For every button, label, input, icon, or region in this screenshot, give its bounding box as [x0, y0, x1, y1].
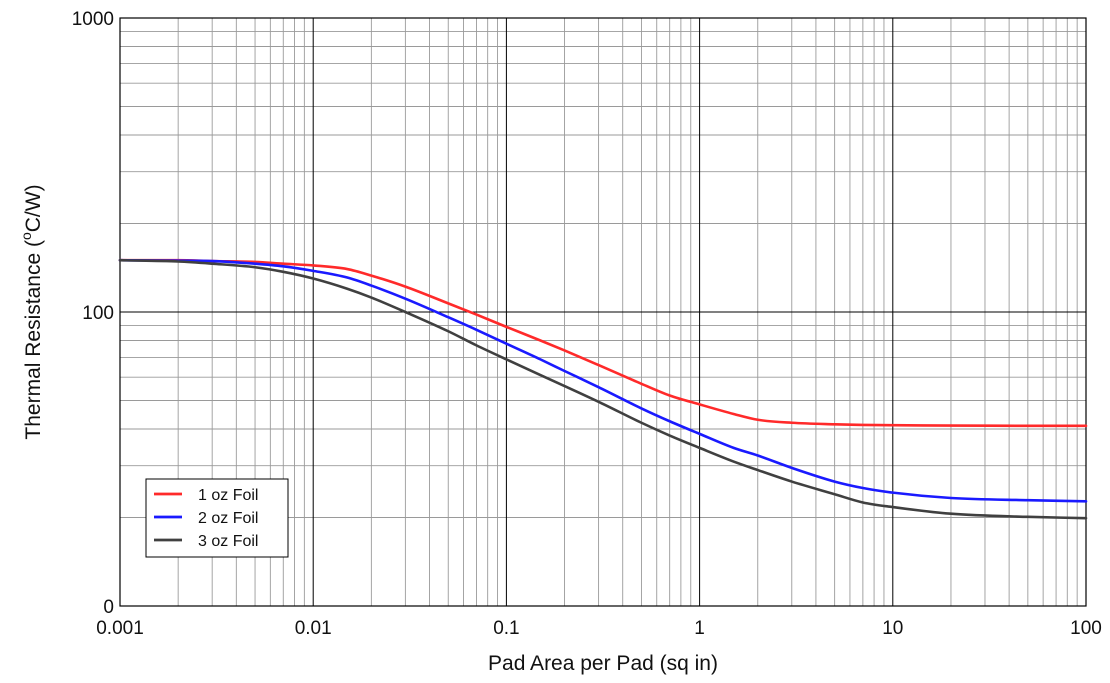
- y-tick-label: 0: [103, 597, 114, 618]
- legend-label-2: 2 oz Foil: [198, 510, 258, 527]
- legend: 1 oz Foil 2 oz Foil 3 oz Foil: [145, 478, 289, 558]
- x-tick-label: 0.01: [295, 618, 332, 639]
- x-axis-title: Pad Area per Pad (sq in): [488, 652, 718, 675]
- legend-label-1: 1 oz Foil: [198, 487, 258, 504]
- y-axis-title-superscript: o: [18, 232, 34, 240]
- x-tick-label: 1: [694, 618, 705, 639]
- x-tick-labels: 0.001 0.01 0.1 1 10 100: [96, 618, 1102, 639]
- y-axis-title: Thermal Resistance (oC/W): [18, 184, 45, 439]
- y-tick-label: 1000: [72, 9, 114, 30]
- y-tick-labels: 0 100 1000: [72, 9, 114, 618]
- series-line-3: [118, 258, 1088, 520]
- legend-label-3: 3 oz Foil: [198, 533, 258, 550]
- y-axis-title-main: Thermal Resistance (: [22, 240, 45, 440]
- x-tick-label: 0.001: [96, 618, 144, 639]
- series-layer: [118, 258, 1088, 520]
- x-tick-label: 0.1: [493, 618, 519, 639]
- series-line-2: [118, 258, 1088, 503]
- y-tick-label: 100: [82, 303, 114, 324]
- x-tick-label: 10: [882, 618, 903, 639]
- plot-frame: [119, 17, 1087, 607]
- y-axis-title-tail: C/W): [22, 184, 45, 232]
- series-line-1: [118, 258, 1088, 428]
- x-tick-label: 100: [1070, 618, 1102, 639]
